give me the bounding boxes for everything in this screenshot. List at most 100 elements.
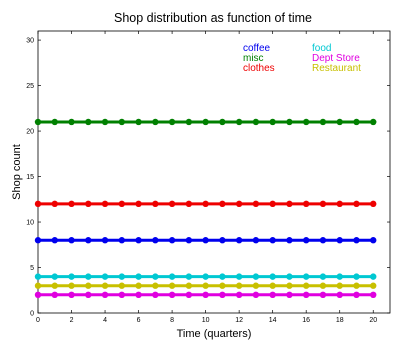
series-dept-store: [34, 291, 377, 299]
data-point-coffee: [319, 237, 327, 244]
data-point-food: [34, 273, 42, 280]
data-point-misc: [185, 118, 193, 126]
data-point-clothes: [135, 200, 142, 208]
data-point-restaurant: [269, 282, 276, 289]
data-point-restaurant: [85, 282, 92, 289]
y-tick-label: 5: [30, 265, 34, 272]
series-clothes: [34, 200, 377, 208]
data-point-misc: [34, 118, 42, 126]
data-point-dept-store: [269, 291, 276, 299]
data-point-restaurant: [353, 282, 360, 289]
data-point-food: [152, 273, 159, 280]
data-point-dept-store: [302, 291, 310, 299]
y-tick-label: 10: [26, 220, 34, 227]
data-point-coffee: [185, 237, 193, 244]
data-point-coffee: [34, 237, 42, 244]
data-point-misc: [219, 118, 226, 126]
legend-entry-coffee: coffee: [243, 43, 270, 54]
data-point-food: [319, 273, 327, 280]
x-tick-label: 8: [170, 317, 174, 324]
data-point-misc: [118, 118, 126, 126]
data-point-misc: [269, 118, 276, 126]
data-point-misc: [101, 118, 109, 126]
data-point-misc: [286, 118, 293, 126]
data-point-restaurant: [152, 282, 159, 289]
x-axis: 0 2 4 6 8 10 12 14 16 18 20: [36, 31, 377, 324]
data-point-restaurant: [101, 282, 109, 289]
legend-entry-dept-store: Dept Store: [312, 53, 360, 64]
data-point-clothes: [34, 200, 42, 208]
data-point-dept-store: [353, 291, 360, 299]
data-point-food: [168, 273, 176, 280]
x-tick-label: 10: [202, 317, 210, 324]
data-point-coffee: [101, 237, 109, 244]
data-point-restaurant: [168, 282, 176, 289]
data-point-clothes: [302, 200, 310, 208]
data-point-coffee: [370, 237, 377, 244]
legend-entry-clothes: clothes: [243, 63, 275, 74]
data-point-clothes: [51, 200, 58, 208]
data-point-clothes: [336, 200, 343, 208]
data-point-clothes: [286, 200, 293, 208]
data-point-restaurant: [219, 282, 226, 289]
data-point-misc: [302, 118, 310, 126]
data-point-coffee: [202, 237, 209, 244]
y-tick-label: 20: [26, 129, 34, 136]
data-point-food: [269, 273, 276, 280]
data-point-coffee: [85, 237, 92, 244]
data-point-dept-store: [85, 291, 92, 299]
x-tick-label: 16: [302, 317, 310, 324]
data-point-misc: [353, 118, 360, 126]
data-point-misc: [168, 118, 176, 126]
data-point-clothes: [68, 200, 75, 208]
data-point-dept-store: [202, 291, 209, 299]
data-point-food: [202, 273, 209, 280]
data-point-restaurant: [51, 282, 58, 289]
x-tick-label: 0: [36, 317, 40, 324]
data-point-coffee: [252, 237, 260, 244]
data-point-dept-store: [152, 291, 159, 299]
data-point-clothes: [185, 200, 193, 208]
data-point-misc: [252, 118, 260, 126]
data-point-clothes: [269, 200, 276, 208]
data-point-coffee: [68, 237, 75, 244]
data-point-restaurant: [302, 282, 310, 289]
data-point-food: [235, 273, 243, 280]
data-point-dept-store: [336, 291, 343, 299]
data-point-coffee: [118, 237, 126, 244]
data-point-food: [85, 273, 92, 280]
data-point-coffee: [336, 237, 343, 244]
data-point-misc: [202, 118, 209, 126]
legend-entry-restaurant: Restaurant: [312, 63, 361, 74]
data-point-dept-store: [68, 291, 75, 299]
data-point-food: [353, 273, 360, 280]
data-point-restaurant: [185, 282, 193, 289]
data-point-restaurant: [370, 282, 377, 289]
data-point-restaurant: [235, 282, 243, 289]
data-point-dept-store: [168, 291, 176, 299]
data-point-food: [252, 273, 260, 280]
y-axis: 0 5 10 15 20 25 30: [26, 38, 390, 318]
x-axis-title: Time (quarters): [177, 328, 252, 340]
data-point-dept-store: [252, 291, 260, 299]
data-point-dept-store: [286, 291, 293, 299]
x-tick-label: 6: [137, 317, 141, 324]
data-point-dept-store: [219, 291, 226, 299]
data-point-clothes: [370, 200, 377, 208]
plot-frame: [37, 30, 391, 314]
data-point-misc: [370, 118, 377, 126]
legend-entry-misc: misc: [243, 53, 264, 64]
chart-title: Shop distribution as function of time: [114, 11, 312, 25]
y-tick-label: 15: [26, 174, 34, 181]
data-point-dept-store: [235, 291, 243, 299]
data-point-food: [68, 273, 75, 280]
series-misc: [34, 118, 377, 126]
data-point-misc: [85, 118, 92, 126]
data-point-food: [370, 273, 377, 280]
data-point-food: [219, 273, 226, 280]
x-tick-label: 2: [70, 317, 74, 324]
data-point-coffee: [135, 237, 142, 244]
data-point-food: [51, 273, 58, 280]
data-point-restaurant: [118, 282, 126, 289]
